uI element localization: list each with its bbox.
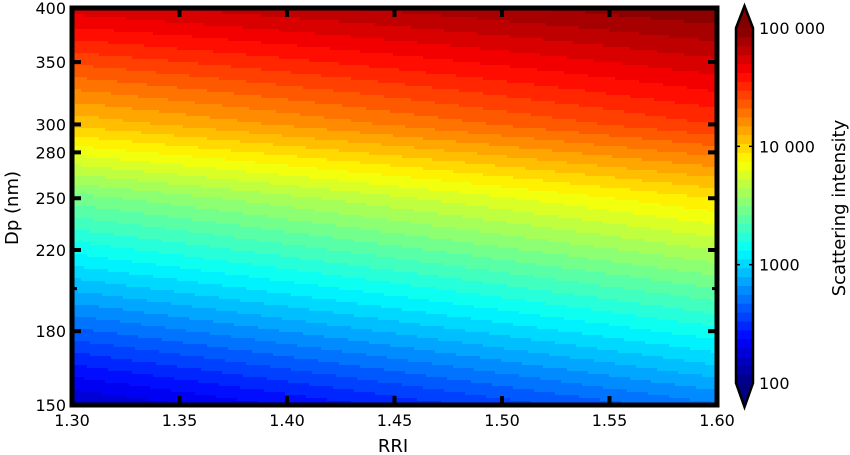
contour-fill-area <box>72 8 718 406</box>
